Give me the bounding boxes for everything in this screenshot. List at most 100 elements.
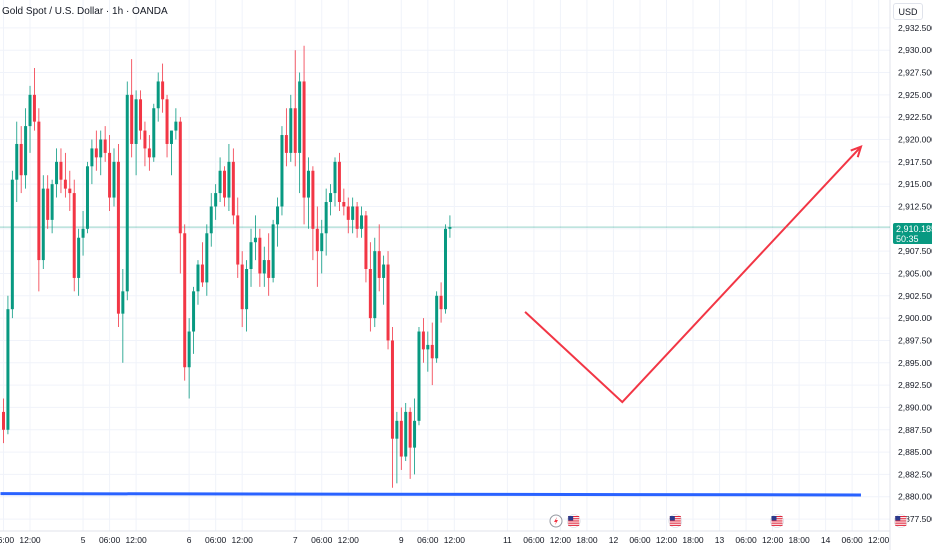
candle-body xyxy=(55,161,59,185)
flag-stripe xyxy=(771,524,783,526)
time-tick-label: 12 xyxy=(609,535,619,545)
candle-body xyxy=(2,411,5,430)
flag-canton xyxy=(568,516,574,521)
time-tick-label: 06:00 xyxy=(629,535,651,545)
price-tick-label: 2,905.000 xyxy=(898,268,932,278)
candle-body xyxy=(298,81,302,153)
time-tick-label: 06:00 xyxy=(735,535,757,545)
candle-body xyxy=(121,291,125,314)
candle-body xyxy=(404,411,408,457)
time-axis: 06:00 12:00 5 06:00 12:00 6 06:00 12:00 7 06:00 12… xyxy=(0,535,890,545)
candle-body xyxy=(108,152,112,198)
flag-stripe xyxy=(895,522,907,524)
lightning-icon[interactable] xyxy=(549,514,563,528)
candle-body xyxy=(320,233,324,252)
candle-body xyxy=(315,228,319,252)
candle-body xyxy=(134,99,138,144)
candle-body xyxy=(333,161,337,194)
candle-body xyxy=(240,264,244,310)
candle-body xyxy=(183,233,187,368)
price-tick-label: 2,917.500 xyxy=(898,157,932,167)
candle-body xyxy=(6,309,10,430)
time-tick-label: 14 xyxy=(821,535,831,545)
candle-body xyxy=(249,242,253,269)
flag-canton xyxy=(895,516,901,521)
candle-body xyxy=(187,331,191,368)
candle-body xyxy=(267,260,271,278)
candle-body xyxy=(32,94,36,122)
candle-body xyxy=(77,237,81,278)
candle-body xyxy=(262,260,266,274)
candle-body xyxy=(258,237,262,274)
candle-body xyxy=(413,420,417,448)
candle-body xyxy=(165,99,169,144)
price-tick-label: 2,927.500 xyxy=(898,68,932,78)
time-tick-label: 12:00 xyxy=(444,535,466,545)
candle-body xyxy=(306,170,310,198)
price-tick-label: 2,902.500 xyxy=(898,291,932,301)
time-tick-label: 06:00 xyxy=(0,535,14,545)
candle-body xyxy=(324,202,328,234)
flag-stripe xyxy=(568,522,580,524)
candles xyxy=(2,45,452,488)
flag-stripe xyxy=(771,516,783,518)
candle-body xyxy=(99,139,103,158)
candle-body xyxy=(302,81,306,198)
candle-body xyxy=(426,344,430,350)
candle-body xyxy=(28,94,32,127)
time-tick-label: 06:00 xyxy=(99,535,121,545)
price-tick-label: 2,912.500 xyxy=(898,201,932,211)
candle-body xyxy=(227,161,231,198)
flag-stripe xyxy=(771,520,783,522)
time-tick-label: 11 xyxy=(503,535,512,545)
lightning-bolt xyxy=(554,517,558,525)
price-tick-label: 2,887.500 xyxy=(898,425,932,435)
projection-arrowhead xyxy=(850,144,863,158)
candle-body xyxy=(209,206,213,234)
candle-body xyxy=(152,108,156,158)
candle-body xyxy=(205,233,209,283)
time-tick-label: 06:00 xyxy=(205,535,227,545)
candle-body xyxy=(284,135,288,153)
time-tick-label: 12:00 xyxy=(656,535,678,545)
flag-stripe xyxy=(895,516,907,518)
time-tick-label: 12:00 xyxy=(550,535,572,545)
candle-body xyxy=(218,170,222,194)
us-flag-icon[interactable] xyxy=(668,514,683,528)
support-line xyxy=(0,492,861,497)
candle-body xyxy=(368,269,372,319)
candle-body xyxy=(10,179,14,310)
time-tick-label: 12:00 xyxy=(868,535,890,545)
currency-button[interactable]: USD xyxy=(893,3,923,20)
last-price-value: 2,910.185 xyxy=(896,224,932,234)
flag-stripe xyxy=(669,520,681,522)
candle-body xyxy=(192,291,196,332)
us-flag-icon[interactable] xyxy=(566,514,581,528)
time-tick-label: 18:00 xyxy=(682,535,704,545)
candle-body xyxy=(174,121,178,131)
flag-stripe xyxy=(568,516,580,518)
candle-body xyxy=(276,206,280,225)
time-tick-label: 7 xyxy=(293,535,298,545)
candle-body xyxy=(351,206,355,220)
candle-body xyxy=(399,420,403,457)
price-tick-label: 2,925.000 xyxy=(898,90,932,100)
price-tick-label: 2,920.000 xyxy=(898,135,932,145)
projection-path xyxy=(524,145,862,404)
candle-body xyxy=(448,227,452,229)
candle-body xyxy=(377,251,381,278)
candle-body xyxy=(231,161,235,216)
candle-body xyxy=(41,188,45,261)
candle-body xyxy=(72,193,76,278)
price-tick-label: 2,932.500 xyxy=(898,23,932,33)
price-tick-label: 2,885.000 xyxy=(898,447,932,457)
candle-body xyxy=(196,264,200,292)
price-tick-label: 2,930.000 xyxy=(898,45,932,55)
time-tick-label: 12:00 xyxy=(762,535,784,545)
us-flag-icon[interactable] xyxy=(770,514,784,528)
price-tick-label: 2,922.500 xyxy=(898,112,932,122)
us-flag-icon[interactable] xyxy=(893,514,908,528)
candle-body xyxy=(421,331,425,350)
last-price-tag: 2,910.185 50:35 xyxy=(893,223,932,244)
